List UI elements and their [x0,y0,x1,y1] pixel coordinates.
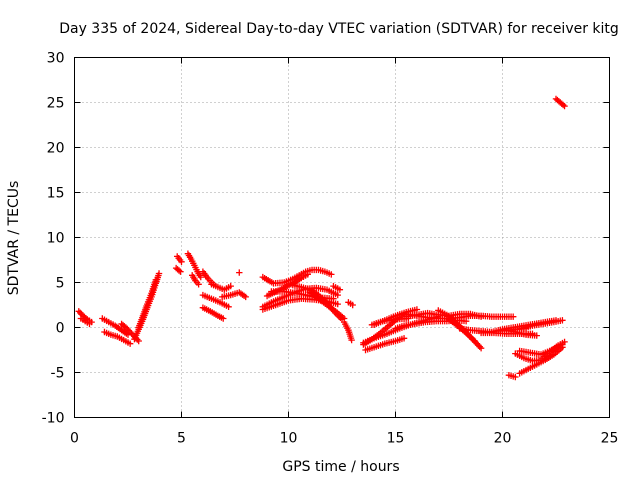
y-tick-label: -10 [42,411,65,427]
data-point [242,293,249,301]
data-point [178,258,185,265]
data-point [559,101,567,109]
data-point [330,295,337,302]
axis-ticks: 0 5 10 15 20 25 -10 -5 0 5 10 15 20 25 30 [42,51,619,447]
y-tick-label: 5 [56,276,65,292]
y-tick-label: 10 [47,231,65,247]
x-tick-label: 10 [280,431,298,447]
y-tick-label: 20 [47,141,65,157]
data-point [197,273,204,281]
data-point [559,317,566,324]
data-point [336,286,344,293]
data-point [220,315,227,322]
data-point [559,344,566,351]
x-tick-label: 5 [177,431,186,447]
data-point [413,306,421,313]
data-point [348,336,355,344]
data-point [533,332,540,339]
data-point [175,267,183,274]
data-point [86,320,93,328]
x-tick-label: 15 [387,431,405,447]
chart-title: Day 335 of 2024, Sidereal Day-to-day VTE… [59,21,619,37]
data-point [334,291,341,299]
data-point [195,281,202,288]
data-point [512,373,519,381]
data-point [477,345,485,352]
grid [74,57,610,418]
data-point [328,271,335,278]
data-points [75,95,568,381]
data-point [349,301,356,309]
x-tick-label: 0 [70,431,79,447]
data-point [471,337,478,345]
y-tick-label: -5 [51,366,65,382]
data-point [304,271,311,278]
y-tick-label: 25 [47,96,65,112]
data-point [236,269,243,276]
y-tick-label: 15 [47,186,65,202]
y-tick-label: 0 [56,321,65,337]
data-point [334,300,341,308]
y-axis-label: SDTVAR / TECUs [6,181,22,296]
data-point [400,335,408,342]
x-tick-label: 20 [494,431,512,447]
data-point [225,303,232,310]
data-point [477,313,485,320]
data-point [135,337,142,345]
y-tick-label: 30 [47,51,65,67]
x-axis-label: GPS time / hours [282,459,399,475]
data-point [561,102,568,110]
data-point [152,276,160,283]
data-point [126,340,134,347]
data-point [227,282,234,290]
data-point [462,318,470,325]
data-point [177,268,184,275]
data-point [510,313,517,320]
data-point [155,270,163,277]
x-tick-label: 25 [601,431,619,447]
